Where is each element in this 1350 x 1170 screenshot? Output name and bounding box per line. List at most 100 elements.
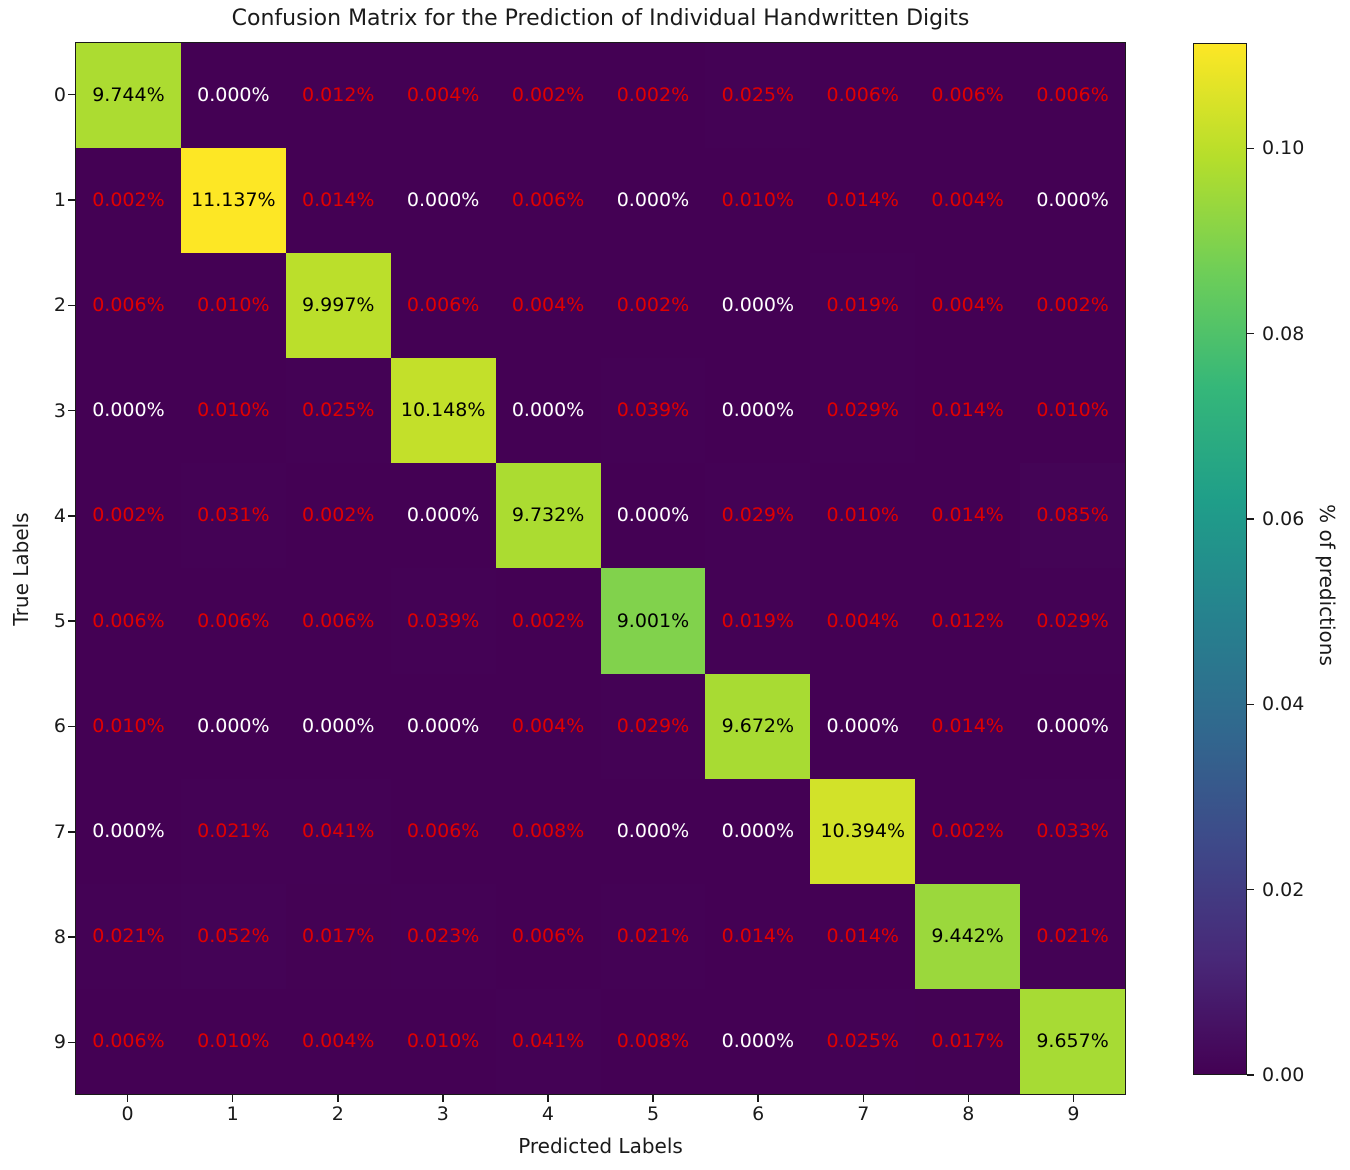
cell-value: 0.002% xyxy=(92,504,165,527)
cell-value: 0.025% xyxy=(826,1029,899,1052)
y-tick-label: 4 xyxy=(53,504,66,527)
cell-value: 0.021% xyxy=(1036,924,1109,947)
colorbar-tick-label: 0.02 xyxy=(1262,878,1305,901)
heatmap-cell: 0.004% xyxy=(915,253,1021,359)
heatmap-cell: 0.085% xyxy=(1020,463,1125,569)
y-tick-mark xyxy=(68,93,75,96)
cell-value: 10.148% xyxy=(400,399,486,422)
cell-value: 0.000% xyxy=(302,714,375,737)
heatmap-cell: 0.006% xyxy=(76,568,181,674)
x-tick-label: 4 xyxy=(541,1103,554,1125)
heatmap-cell: 0.010% xyxy=(180,253,286,359)
x-tick-mark xyxy=(1072,1095,1075,1102)
heatmap-cell: 0.008% xyxy=(495,778,601,884)
heatmap-cell: 0.021% xyxy=(600,883,706,989)
colorbar-tick-label: 0.08 xyxy=(1262,322,1305,345)
cell-value: 0.004% xyxy=(406,84,480,107)
cell-value: 0.004% xyxy=(931,189,1004,212)
y-tick-mark xyxy=(68,1041,75,1044)
cell-value: 0.000% xyxy=(616,504,690,527)
x-tick-mark xyxy=(967,1095,970,1102)
cell-value: 9.001% xyxy=(616,609,690,632)
cell-value: 0.002% xyxy=(302,504,375,527)
heatmap-cell: 0.025% xyxy=(285,358,391,464)
x-tick-mark xyxy=(757,1095,759,1102)
cell-value: 0.000% xyxy=(92,819,165,842)
heatmap-cell: 0.002% xyxy=(1020,253,1125,359)
cell-value: 0.002% xyxy=(1036,294,1109,317)
cell-value: 0.014% xyxy=(302,189,375,212)
cell-value: 0.000% xyxy=(826,714,899,737)
cell-value: 0.006% xyxy=(406,819,480,842)
heatmap-cell: 0.000% xyxy=(810,673,916,779)
cell-value: 0.000% xyxy=(616,189,690,212)
y-tick-label: 7 xyxy=(53,820,66,843)
cell-value: 0.010% xyxy=(92,714,165,737)
cell-value: 0.021% xyxy=(616,924,690,947)
x-tick-label: 1 xyxy=(226,1103,239,1125)
colorbar-tick-mark xyxy=(1247,1074,1254,1076)
heatmap-cell: 0.052% xyxy=(180,883,286,989)
x-tick-mark xyxy=(337,1095,339,1102)
heatmap-cell: 0.041% xyxy=(285,778,391,884)
cell-value: 0.019% xyxy=(826,294,899,317)
heatmap-cell: 0.019% xyxy=(810,253,916,359)
cell-value: 9.744% xyxy=(92,84,165,107)
cell-value: 9.672% xyxy=(721,714,795,737)
heatmap-cell: 0.000% xyxy=(1020,673,1125,779)
y-tick-mark xyxy=(68,199,75,201)
heatmap-cell: 10.394% xyxy=(810,778,916,884)
heatmap-cell: 0.014% xyxy=(285,148,391,254)
cell-value: 0.004% xyxy=(302,1029,375,1052)
cell-value: 0.000% xyxy=(92,399,165,422)
y-tick-label: 0 xyxy=(53,83,66,106)
heatmap-cell: 0.041% xyxy=(495,988,601,1094)
heatmap-cell: 0.029% xyxy=(810,358,916,464)
y-tick-label: 1 xyxy=(53,188,66,211)
heatmap-cell: 11.137% xyxy=(180,148,286,254)
x-tick-label: 7 xyxy=(857,1103,870,1125)
cell-value: 10.394% xyxy=(820,819,906,842)
cell-value: 0.002% xyxy=(931,819,1004,842)
cell-value: 0.006% xyxy=(406,294,480,317)
heatmap-cell: 9.997% xyxy=(285,253,391,359)
y-tick-mark xyxy=(68,936,75,938)
x-tick-mark xyxy=(231,1095,234,1102)
y-tick-label: 3 xyxy=(53,399,66,422)
heatmap-cell: 0.025% xyxy=(810,988,916,1094)
heatmap-cell: 0.006% xyxy=(495,148,601,254)
heatmap-cell: 0.025% xyxy=(705,43,811,149)
cell-value: 0.000% xyxy=(721,819,795,842)
cell-value: 0.000% xyxy=(197,714,270,737)
cell-value: 0.010% xyxy=(197,399,270,422)
x-tick-label: 5 xyxy=(647,1103,660,1125)
x-tick-mark xyxy=(442,1095,444,1102)
heatmap-cell: 0.012% xyxy=(285,43,391,149)
heatmap-cell: 9.442% xyxy=(915,883,1021,989)
y-tick-mark xyxy=(68,515,75,517)
heatmap-cell: 0.012% xyxy=(915,568,1021,674)
colorbar-tick-label: 0.00 xyxy=(1262,1064,1305,1086)
heatmap-cell: 0.002% xyxy=(285,463,391,569)
colorbar-tick-mark xyxy=(1247,332,1254,335)
y-tick-mark xyxy=(68,725,75,728)
cell-value: 0.041% xyxy=(302,819,375,842)
heatmap-cell: 0.002% xyxy=(600,43,706,149)
cell-value: 0.029% xyxy=(1036,609,1109,632)
colorbar-tick-label: 0.06 xyxy=(1262,508,1305,530)
cell-value: 9.997% xyxy=(302,294,375,317)
heatmap-cell: 0.004% xyxy=(915,148,1021,254)
heatmap-cell: 0.010% xyxy=(810,463,916,569)
x-tick-label: 8 xyxy=(962,1103,975,1125)
heatmap-cell: 0.033% xyxy=(1020,778,1125,884)
heatmap-cell: 0.017% xyxy=(915,988,1021,1094)
heatmap-cell: 0.019% xyxy=(705,568,811,674)
colorbar-tick-mark xyxy=(1247,703,1254,706)
heatmap-cell: 0.002% xyxy=(600,253,706,359)
heatmap-cell: 0.023% xyxy=(390,883,496,989)
cell-value: 0.002% xyxy=(511,609,585,632)
cell-value: 0.010% xyxy=(197,294,270,317)
cell-value: 0.085% xyxy=(1036,504,1109,527)
cell-value: 0.006% xyxy=(511,924,585,947)
heatmap-cell: 0.000% xyxy=(705,778,811,884)
